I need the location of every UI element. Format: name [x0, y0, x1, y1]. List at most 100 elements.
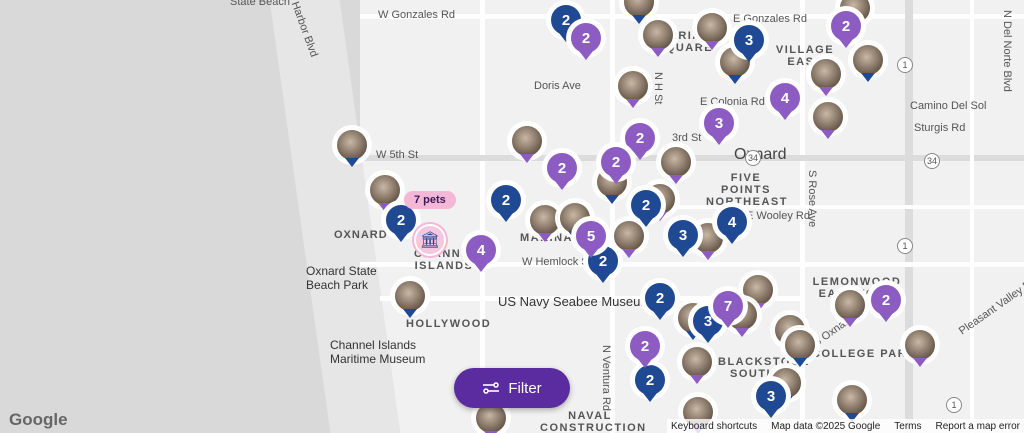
pet-photo-marker[interactable]: [810, 99, 846, 143]
cluster-marker[interactable]: 4: [714, 204, 750, 248]
pin-tip: [669, 175, 683, 184]
pet-photo-marker[interactable]: [658, 144, 694, 188]
pin-tip: [653, 311, 667, 320]
pin-tip: [579, 51, 593, 60]
map-label: State Beach: [230, 0, 290, 8]
pet-photo-marker[interactable]: [902, 327, 938, 371]
pet-photo-marker[interactable]: [808, 56, 844, 100]
pin-tip: [639, 218, 653, 227]
highway-shield: 1: [897, 238, 913, 254]
cluster-marker[interactable]: 2: [642, 280, 678, 324]
pin-tip: [403, 309, 417, 318]
poi-label[interactable]: Channel Islands Maritime Museum: [330, 338, 426, 366]
pin-tip: [690, 375, 704, 384]
pin-tip: [653, 212, 667, 221]
pin-tip: [638, 359, 652, 368]
pin-tip: [609, 175, 623, 184]
filter-label: Filter: [508, 379, 542, 397]
pin-tip: [484, 431, 498, 433]
pet-photo-marker[interactable]: [615, 68, 651, 112]
cluster-marker[interactable]: 2: [628, 187, 664, 231]
cluster-count: 4: [463, 232, 499, 268]
pin-tip: [686, 331, 700, 340]
street-label: W Gonzales Rd: [378, 9, 456, 21]
cluster-marker[interactable]: 2: [828, 8, 864, 52]
street-label: W Hemlock St: [522, 256, 592, 268]
building-icon[interactable]: 🏛: [414, 224, 446, 256]
pet-photo-marker[interactable]: [509, 123, 545, 167]
pet-photo-marker[interactable]: [832, 287, 868, 331]
pet-photo-marker[interactable]: [611, 218, 647, 262]
cluster-marker[interactable]: 5: [573, 218, 609, 262]
cluster-marker[interactable]: 3: [665, 217, 701, 261]
area-label: COLLEGE PARK: [812, 348, 917, 360]
report-error-link[interactable]: Report a map error: [935, 420, 1020, 432]
pet-photo-marker[interactable]: [679, 344, 715, 388]
street-label: W 5th St: [376, 149, 419, 161]
street-label: N Del Norte Blvd: [1001, 10, 1013, 92]
cluster-marker[interactable]: 4: [767, 80, 803, 124]
terms-link[interactable]: Terms: [894, 420, 922, 432]
pet-photo-marker[interactable]: [392, 278, 428, 322]
pin-tip: [520, 154, 534, 163]
pin-tip: [861, 73, 875, 82]
pin-tip: [643, 393, 657, 402]
map-data-attribution: Map data ©2025 Google: [771, 420, 881, 432]
street-label: Pleasant Valley Rd: [956, 274, 1024, 338]
pet-photo-marker[interactable]: [850, 42, 886, 86]
cluster-marker[interactable]: 2: [598, 144, 634, 188]
map-footer: Keyboard shortcuts Map data ©2025 Google…: [666, 419, 1024, 433]
pets-count-tooltip[interactable]: 7 pets: [404, 191, 456, 209]
pin-tip: [793, 358, 807, 367]
pet-photo-marker[interactable]: [694, 10, 730, 54]
cluster-marker[interactable]: 7: [710, 288, 746, 332]
cluster-marker[interactable]: 2: [488, 182, 524, 226]
cluster-count: 2: [544, 150, 580, 186]
pet-photo-marker[interactable]: [334, 127, 370, 171]
cluster-marker[interactable]: 3: [753, 378, 789, 422]
keyboard-shortcuts-link[interactable]: Keyboard shortcuts: [670, 420, 758, 432]
cluster-count: 2: [488, 182, 524, 218]
cluster-marker[interactable]: 2: [868, 282, 904, 326]
pin-tip: [843, 318, 857, 327]
pin-tip: [701, 334, 715, 343]
cluster-marker[interactable]: 3: [731, 22, 767, 66]
cluster-marker[interactable]: 3: [701, 105, 737, 149]
pet-photo-marker[interactable]: [527, 202, 563, 246]
pet-photo-marker[interactable]: [640, 17, 676, 61]
street-label: 3rd St: [672, 132, 702, 144]
pin-tip: [764, 409, 778, 418]
cluster-marker[interactable]: 2: [627, 328, 663, 372]
pet-photo: [850, 42, 886, 78]
pet-photo-marker[interactable]: [367, 172, 403, 216]
poi-label[interactable]: Oxnard State Beach Park: [306, 264, 377, 292]
pin-tip: [584, 249, 598, 258]
pin-tip: [839, 39, 853, 48]
highway-shield: 1: [897, 57, 913, 73]
pin-tip: [559, 33, 573, 42]
pet-photo-marker[interactable]: [782, 327, 818, 371]
cluster-marker[interactable]: 2: [568, 20, 604, 64]
pin-tip: [651, 48, 665, 57]
pet-photo: [782, 327, 818, 363]
pet-photo-marker[interactable]: [834, 382, 870, 426]
area-label: HOLLYWOOD: [406, 318, 492, 330]
pin-tip: [725, 235, 739, 244]
pin-tip: [555, 181, 569, 190]
pin-tip: [474, 263, 488, 272]
sliders-icon: [483, 382, 500, 394]
street-label: N Ventura Rd: [600, 345, 612, 412]
cluster-marker[interactable]: 4: [463, 232, 499, 276]
cluster-marker[interactable]: 2: [544, 150, 580, 194]
poi-label[interactable]: US Navy Seabee Museum: [498, 294, 652, 309]
pet-photo-marker[interactable]: [621, 0, 657, 28]
pin-tip: [735, 328, 749, 337]
pin-tip: [721, 319, 735, 328]
pin-tip: [913, 358, 927, 367]
pin-tip: [626, 99, 640, 108]
filter-button[interactable]: Filter: [454, 368, 570, 408]
highway-shield: 34: [745, 150, 761, 166]
pet-photo: [611, 218, 647, 254]
pin-tip: [596, 274, 610, 283]
